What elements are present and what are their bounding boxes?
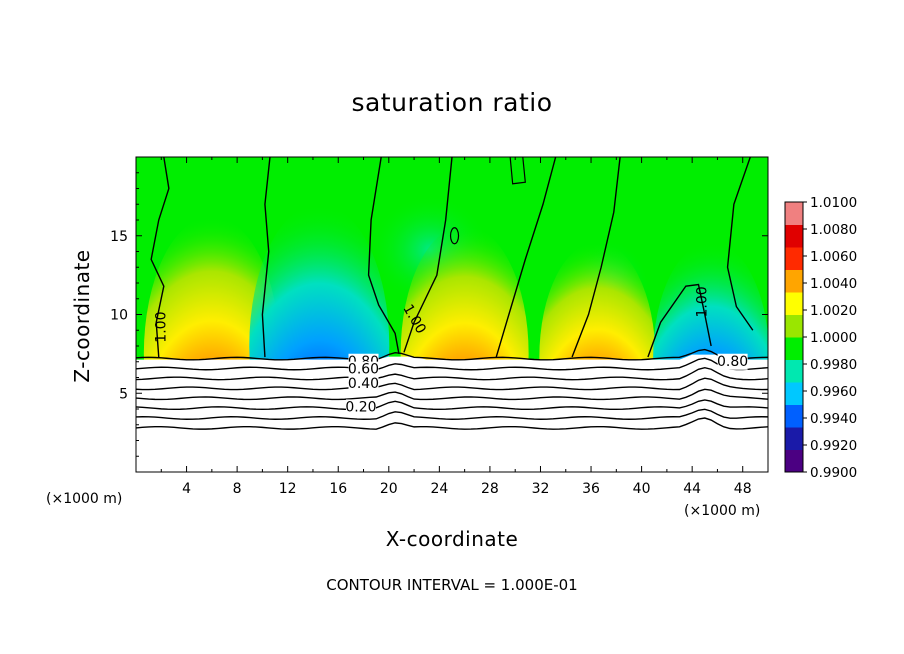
contour-line-1 xyxy=(571,157,621,358)
colorbar-swatch xyxy=(785,337,803,360)
colorbar-tick-label: 0.9980 xyxy=(810,357,857,373)
y-tick-label: 10 xyxy=(110,308,128,324)
contour-line-1 xyxy=(647,283,712,358)
colorbar-swatch xyxy=(785,359,803,383)
contour-label: 0.80 xyxy=(717,354,748,370)
contour-line-1 xyxy=(150,157,170,358)
y-tick-label: 5 xyxy=(119,386,128,402)
contour-label: 1.00 xyxy=(694,286,710,317)
x-unit-label-right: (×1000 m) xyxy=(684,503,761,519)
contour-interval-note: CONTOUR INTERVAL = 1.000E-01 xyxy=(326,576,578,594)
chart-title: saturation ratio xyxy=(351,88,553,117)
contour-loop xyxy=(449,227,460,245)
x-tick-label: 24 xyxy=(430,481,448,497)
contour-label-bg xyxy=(345,399,376,416)
contour-line-1 xyxy=(367,157,400,355)
colorbar-swatch xyxy=(785,292,803,315)
x-axis-label: X-coordinate xyxy=(385,527,519,551)
contour-line xyxy=(136,408,768,420)
colorbar-tick-label: 1.0100 xyxy=(810,195,857,211)
colorbar-tick-label: 0.9960 xyxy=(810,384,857,400)
contour-label: 0.60 xyxy=(348,362,379,378)
contour-label-bg xyxy=(348,361,379,378)
colorbar-tick-label: 0.9940 xyxy=(810,411,857,427)
contour-line-1 xyxy=(261,157,271,358)
contour-line xyxy=(136,348,768,361)
y-tick-label: 15 xyxy=(110,229,128,245)
x-tick-label: 16 xyxy=(329,481,347,497)
contour-label: 1.00 xyxy=(153,312,169,343)
x-tick-label: 48 xyxy=(734,481,752,497)
x-tick-label: 28 xyxy=(481,481,499,497)
contour-line-1 xyxy=(726,157,754,331)
colorbar-swatch xyxy=(785,314,803,338)
x-tick-label: 20 xyxy=(380,481,398,497)
x-tick-label: 12 xyxy=(279,481,297,497)
contour-line xyxy=(136,357,768,371)
contour-label: 0.20 xyxy=(345,399,376,415)
x-tick-label: 40 xyxy=(633,481,651,497)
x-tick-label: 4 xyxy=(182,481,191,497)
colorbar-tick-label: 1.0000 xyxy=(810,330,857,346)
contour-line-1 xyxy=(403,157,453,353)
colorbar-tick-label: 1.0020 xyxy=(810,303,857,319)
contour-lines xyxy=(136,157,768,430)
plot-area xyxy=(136,157,768,472)
contour-line xyxy=(136,388,768,401)
contour-line xyxy=(136,377,768,391)
colorbar-swatch xyxy=(785,224,803,248)
contour-line-1 xyxy=(495,157,557,358)
colorbar-tick-label: 1.0080 xyxy=(810,222,857,238)
contour-label: 0.40 xyxy=(348,376,379,392)
contour-line xyxy=(136,366,768,381)
colorbar-tick-label: 1.0040 xyxy=(810,276,857,292)
colorbar-swatch xyxy=(785,427,803,450)
contour-line xyxy=(136,399,768,411)
x-tick-label: 32 xyxy=(532,481,550,497)
contour-loop xyxy=(509,157,526,185)
x-tick-label: 44 xyxy=(683,481,701,497)
stable-layer-fill xyxy=(136,354,768,472)
colorbar-swatch xyxy=(785,449,803,473)
colorbar-swatch xyxy=(785,202,803,225)
x-tick-label: 36 xyxy=(582,481,600,497)
colorbar-swatch xyxy=(785,247,803,270)
stable-layer xyxy=(136,354,768,472)
x-unit-label-left: (×1000 m) xyxy=(46,491,123,507)
contour-label-bg xyxy=(348,375,379,392)
contour-line xyxy=(136,417,768,430)
x-tick-label: 8 xyxy=(233,481,242,497)
colorbar-swatch xyxy=(785,382,803,405)
colorbar-swatch xyxy=(785,269,803,293)
colorbar-tick-label: 1.0060 xyxy=(810,249,857,265)
colorbar-tick-label: 0.9900 xyxy=(810,465,857,481)
colorbar-tick-label: 0.9920 xyxy=(810,438,857,454)
colorbar-swatch xyxy=(785,404,803,428)
contour-label-bg xyxy=(717,353,748,370)
